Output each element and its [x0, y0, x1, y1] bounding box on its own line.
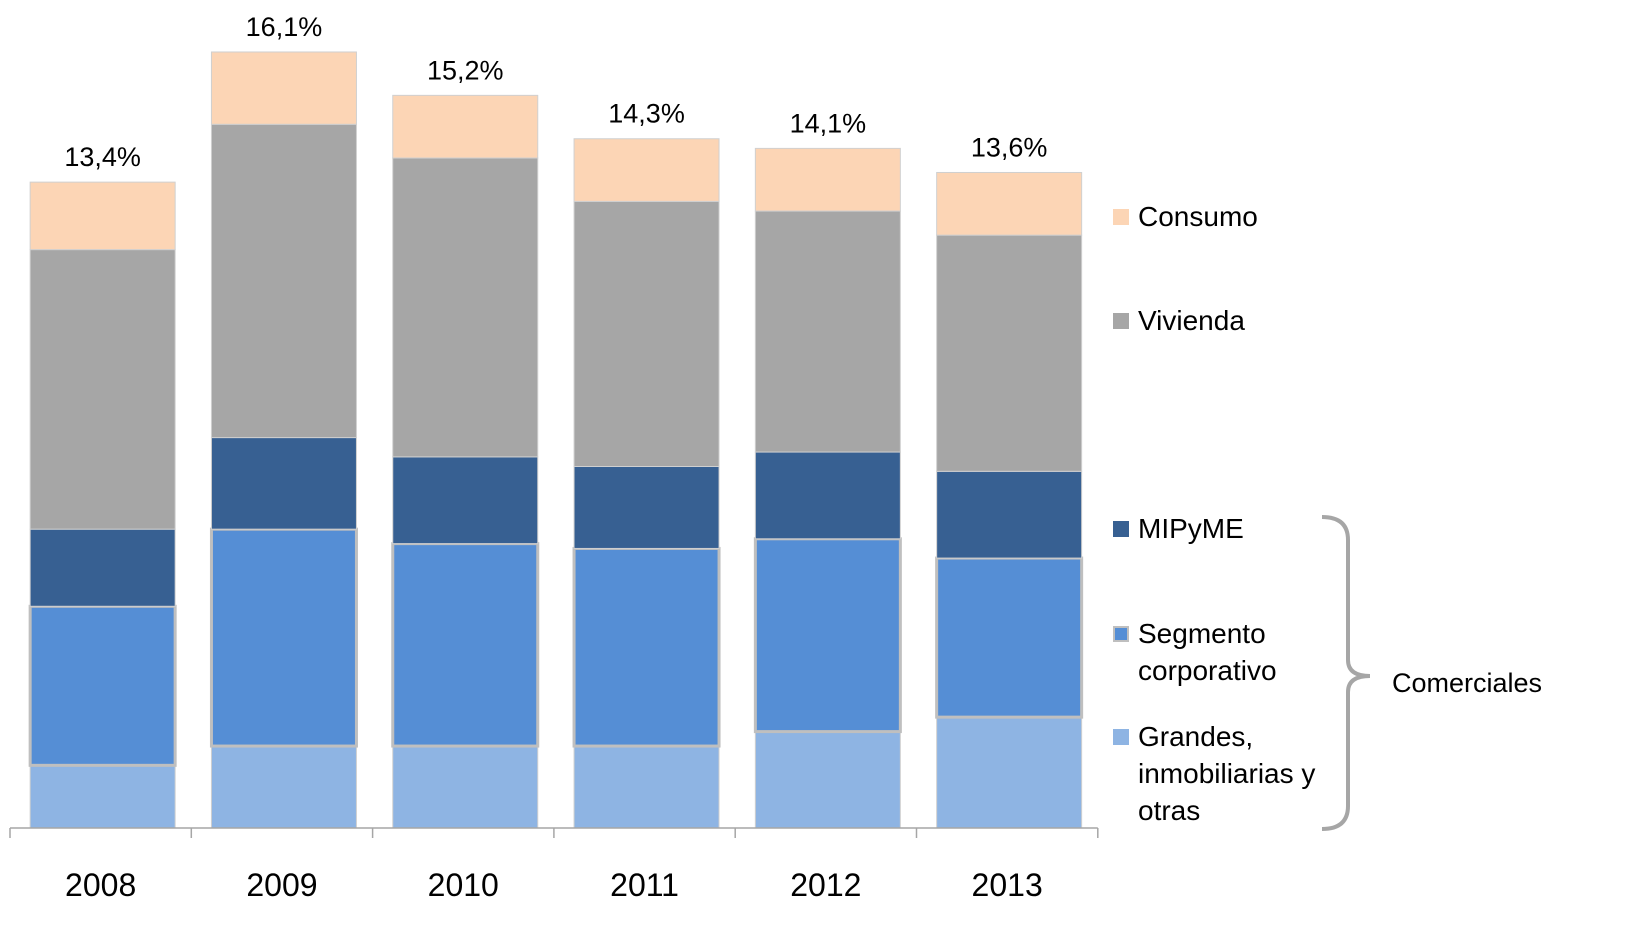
x-tick-label: 2013: [972, 867, 1043, 903]
bar-segment: [392, 157, 539, 458]
legend-label: Consumo: [1138, 201, 1258, 232]
bar-segment: [754, 731, 901, 829]
x-tick-label: 2008: [65, 867, 136, 903]
total-label: 15,2%: [427, 55, 504, 85]
legend-label: Vivienda: [1138, 305, 1245, 336]
total-label: 13,6%: [971, 132, 1048, 162]
x-tick-label: 2009: [246, 867, 317, 903]
bar-segment: [753, 537, 902, 734]
bar-segment: [392, 745, 539, 829]
bar-segment: [573, 138, 720, 202]
bar-segment: [936, 234, 1083, 472]
legend-item: Vivienda: [1113, 302, 1323, 339]
legend-item: Consumo: [1113, 198, 1323, 235]
bar-segment: [936, 171, 1083, 236]
bar-segment: [392, 456, 539, 545]
bar-segment: [754, 451, 901, 540]
legend-item: Grandes, inmobiliarias y otras: [1113, 718, 1323, 829]
bar-segment: [29, 249, 176, 530]
legend-item: Segmento corporativo: [1113, 615, 1323, 689]
legend-swatch: [1113, 626, 1129, 642]
bar-segment: [29, 764, 176, 829]
legend-swatch: [1113, 209, 1129, 225]
legend-swatch: [1113, 521, 1129, 537]
annotation: Comerciales: [1392, 668, 1542, 698]
bar-segment: [572, 546, 721, 748]
bar-segment: [29, 181, 176, 251]
bar-segment: [210, 123, 357, 439]
legend-swatch: [1113, 313, 1129, 329]
bar-segment: [573, 200, 720, 467]
bar-segment: [210, 745, 357, 829]
total-label: 16,1%: [246, 12, 323, 42]
total-label: 14,3%: [608, 99, 685, 129]
bar-segment: [209, 527, 358, 748]
bracket: [1321, 515, 1371, 831]
bar-segment: [392, 94, 539, 159]
bar-segment: [391, 542, 540, 748]
legend-label: Grandes, inmobiliarias y otras: [1138, 721, 1316, 826]
bar-segment: [210, 437, 357, 530]
bar-segment: [936, 470, 1083, 559]
legend-swatch: [1113, 729, 1129, 745]
legend-label: MIPyME: [1138, 513, 1244, 544]
bar-segment: [754, 210, 901, 453]
legend-label: Segmento corporativo: [1138, 618, 1277, 686]
bar-segment: [210, 51, 357, 125]
x-tick-label: 2011: [610, 867, 679, 903]
total-label: 14,1%: [790, 108, 867, 138]
x-tick-label: 2010: [428, 867, 499, 903]
bar-segment: [935, 556, 1084, 719]
bar-segment: [754, 147, 901, 212]
bar-segment: [936, 716, 1083, 829]
x-tick-label: 2012: [790, 867, 861, 903]
bar-segment: [29, 528, 176, 607]
bar-segment: [573, 466, 720, 549]
legend-item: MIPyME: [1113, 510, 1323, 547]
total-label: 13,4%: [64, 142, 141, 172]
bar-segment: [573, 745, 720, 829]
bar-segment: [28, 604, 177, 767]
